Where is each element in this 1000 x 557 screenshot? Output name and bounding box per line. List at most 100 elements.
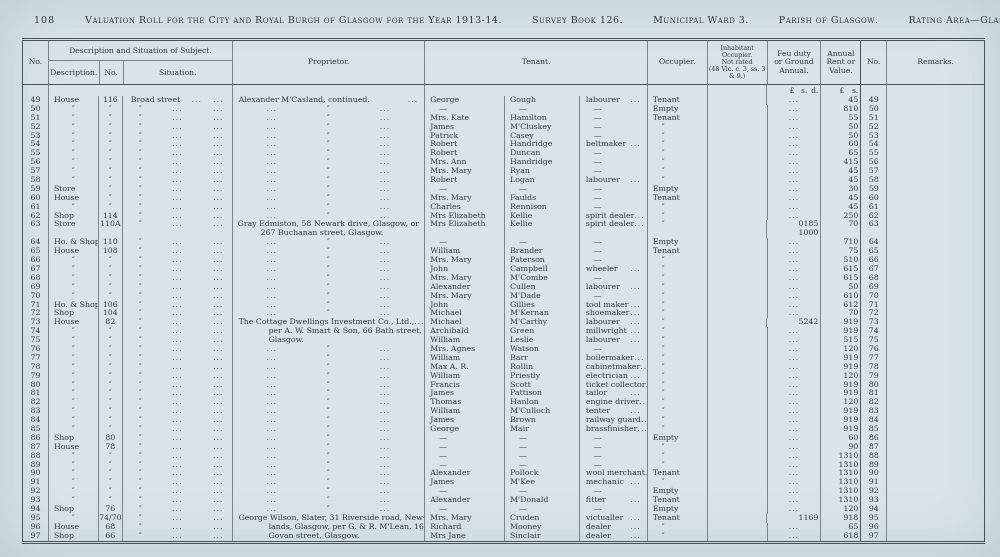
- cell-tenant-occupation: spirit dealer...: [580, 220, 648, 239]
- cell-tenant-surname: —: [505, 442, 580, 452]
- cell-proprietor: ... ″...: [233, 131, 426, 141]
- cell-no-right: 49: [861, 96, 888, 105]
- col-header-remarks: Remarks.: [917, 57, 954, 67]
- cell-annual-rent: 9 19: [821, 327, 862, 337]
- cell-inhabitant-occupier: [708, 193, 768, 203]
- cell-tenant-occupation: fitter...: [580, 496, 648, 505]
- cell-tenant-occupation: mechanic...: [580, 478, 648, 488]
- table-row: 50 ″ ″ ″......... ″... — — — Empty... 8 10 50: [23, 104, 984, 114]
- cell-inhabitant-occupier: [708, 158, 768, 168]
- cell-description: ″: [49, 273, 99, 283]
- cell-tenant-first-name: Mrs. Mary: [425, 193, 506, 203]
- cell-occupier: ″: [648, 407, 708, 417]
- cell-no: 92: [23, 487, 49, 497]
- cell-tenant-first-name: Robert: [425, 176, 506, 185]
- cell-remarks: [887, 478, 984, 487]
- cell-house-no: ″: [99, 469, 123, 479]
- cell-remarks: [887, 265, 984, 274]
- cell-no-right: 80: [861, 380, 888, 390]
- cell-tenant-occupation: —: [580, 113, 648, 123]
- cell-annual-rent: 13 10: [821, 469, 862, 479]
- cell-feu-duty: ...: [768, 158, 822, 168]
- cell-tenant-occupation: dealer...: [580, 522, 648, 532]
- cell-feu-duty: ...: [768, 389, 822, 399]
- cell-inhabitant-occupier: [708, 238, 768, 248]
- cell-feu-duty: ...: [768, 442, 822, 452]
- cell-house-no: 114: [99, 211, 123, 221]
- cell-description: ″: [49, 282, 99, 292]
- cell-description: ″: [49, 140, 99, 150]
- cell-situation: ″......: [123, 336, 233, 345]
- table-row: 64 Ho. & Shop 110 ″......... ″... — — — Empty...…: [23, 238, 984, 248]
- cell-description: House: [49, 318, 99, 328]
- cell-occupier: Empty: [648, 487, 708, 497]
- cell-house-no: 68: [99, 522, 123, 532]
- cell-description: ″: [49, 398, 99, 408]
- col-header-no: No.: [23, 41, 49, 84]
- cell-feu-duty: ...: [768, 353, 822, 363]
- cell-situation: ″......: [123, 469, 233, 479]
- cell-tenant-first-name: Patrick: [425, 131, 506, 141]
- rating-area-label: Rating Area—Glasgow.: [908, 15, 1000, 26]
- cell-proprietor: ... ″...: [233, 469, 426, 479]
- cell-tenant-first-name: Michael: [425, 318, 505, 328]
- cell-feu-duty: ...: [768, 309, 822, 319]
- cell-remarks: [887, 487, 984, 496]
- cell-no: 59: [23, 184, 49, 194]
- cell-remarks: [887, 398, 984, 407]
- cell-remarks: [887, 389, 984, 398]
- cell-tenant-occupation: railway guard...: [580, 416, 648, 425]
- cell-situation: ″......: [123, 353, 233, 363]
- cell-tenant-occupation: —: [580, 149, 648, 159]
- cell-no-right: 86: [861, 433, 888, 443]
- table-row: 74 ″ ″ ″...... per A. W. Smart & Son, 66 Bat…: [23, 327, 984, 337]
- cell-description: ″: [49, 104, 99, 114]
- table-row: 56 ″ ″ ″......... ″... Mrs. Ann Handridge — ″...…: [23, 158, 984, 168]
- cell-description: Shop: [49, 433, 99, 443]
- cell-description: ″: [49, 176, 99, 185]
- cell-no-right: 96: [861, 522, 888, 532]
- cell-description: ″: [49, 460, 99, 470]
- cell-proprietor: ... ″...: [233, 238, 426, 248]
- cell-tenant-first-name: —: [425, 487, 506, 497]
- cell-proprietor: ... ″...: [233, 344, 426, 354]
- cell-situation: ″......: [123, 264, 233, 274]
- cell-proprietor: ... ″...: [233, 122, 426, 132]
- cell-tenant-surname: Pollock: [505, 469, 580, 479]
- cell-inhabitant-occupier: [708, 487, 768, 497]
- cell-no: 63: [23, 220, 49, 239]
- cell-no-right: 89: [861, 460, 888, 470]
- cell-house-no: ″: [99, 176, 123, 185]
- cell-occupier: Tenant: [648, 247, 708, 257]
- table-row: 92 ″ ″ ″......... ″... — — — Empty... 13 10 92: [23, 487, 984, 497]
- cell-description: ″: [49, 371, 99, 381]
- cell-annual-rent: 6 12: [821, 300, 862, 310]
- table-row: 83 ″ ″ ″......... ″... William M'Culloch tenter…: [23, 407, 984, 417]
- col-header-situation: Situation.: [122, 61, 232, 84]
- cell-tenant-first-name: Alexander: [425, 496, 506, 505]
- table-row: 51 ″ ″ ″......... ″... Mrs. Kate Hamilton — Tena…: [23, 113, 984, 123]
- cell-house-no: ″: [99, 149, 123, 159]
- cell-house-no: 78: [99, 442, 123, 452]
- cell-annual-rent: 12 0: [821, 504, 862, 514]
- cell-inhabitant-occupier: [708, 113, 768, 123]
- cell-tenant-first-name: Thomas: [425, 398, 506, 408]
- cell-no-right: 64: [861, 238, 888, 248]
- cell-tenant-occupation: labourer...: [580, 318, 648, 328]
- table-row: 54 ″ ″ ″......... ″... Robert Handridge beltmak…: [23, 140, 984, 150]
- cell-proprietor: ... ″...: [233, 398, 426, 408]
- cell-no-right: 74: [861, 327, 888, 337]
- cell-feu-duty: ...: [768, 362, 822, 372]
- cell-house-no: ″: [99, 291, 123, 301]
- cell-annual-rent: 12 0: [821, 344, 862, 354]
- cell-description: Shop: [49, 211, 99, 221]
- cell-feu-duty: ...: [768, 496, 822, 505]
- cell-tenant-first-name: —: [425, 104, 506, 114]
- cell-feu-duty: ...: [768, 176, 822, 185]
- cell-situation: ″......: [123, 220, 233, 239]
- cell-house-no: ″: [99, 398, 123, 408]
- cell-tenant-occupation: tool maker...: [580, 300, 648, 310]
